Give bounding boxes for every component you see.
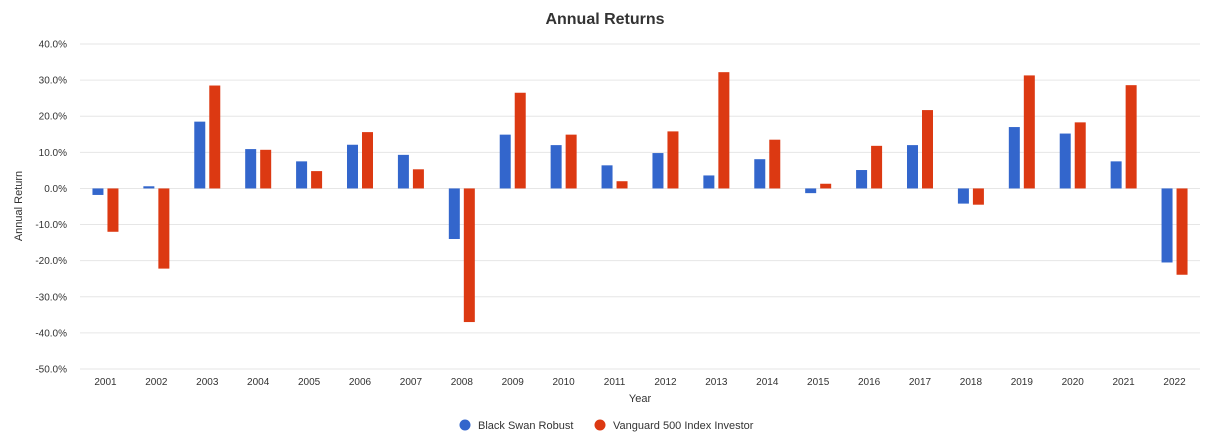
- y-tick-label: 0.0%: [44, 184, 67, 195]
- bar-black-swan-2022: [1161, 188, 1173, 263]
- bars: [92, 72, 1188, 323]
- bar-vanguard-2016: [871, 145, 883, 189]
- x-tick-label: 2007: [400, 377, 423, 388]
- bar-vanguard-2013: [718, 72, 730, 189]
- bar-vanguard-2007: [412, 169, 424, 189]
- bar-black-swan-2019: [1008, 127, 1020, 189]
- bar-vanguard-2012: [667, 131, 679, 189]
- y-tick-label: -40.0%: [35, 328, 67, 339]
- x-tick-label: 2021: [1113, 377, 1136, 388]
- x-tick-label: 2006: [349, 377, 372, 388]
- x-tick-label: 2008: [451, 377, 474, 388]
- x-axis-ticks: 2001 2002 2003 2004 2005 2006 2007 2008 2009 2010…: [94, 377, 1186, 388]
- y-tick-label: -20.0%: [35, 256, 67, 267]
- x-tick-label: 2004: [247, 377, 270, 388]
- x-tick-label: 2001: [94, 377, 117, 388]
- bar-vanguard-2003: [209, 85, 221, 189]
- x-tick-label: 2005: [298, 377, 321, 388]
- bar-black-swan-2014: [754, 159, 766, 189]
- bar-vanguard-2008: [463, 188, 475, 323]
- y-tick-label: -30.0%: [35, 292, 67, 303]
- bar-vanguard-2019: [1023, 75, 1035, 189]
- x-tick-label: 2017: [909, 377, 932, 388]
- bar-vanguard-2009: [514, 92, 526, 189]
- bar-black-swan-2010: [550, 145, 562, 189]
- y-axis-ticks: 40.0% 30.0% 20.0% 10.0% 0.0% -10.0% -20.0% -30.…: [35, 40, 67, 376]
- x-axis-title: Year: [629, 393, 652, 405]
- bar-black-swan-2003: [194, 121, 206, 189]
- bar-vanguard-2006: [362, 132, 373, 189]
- x-tick-label: 2003: [196, 377, 219, 388]
- bar-black-swan-2004: [245, 149, 257, 189]
- y-tick-label: 40.0%: [39, 40, 67, 51]
- bar-black-swan-2012: [652, 153, 664, 189]
- bar-black-swan-2005: [296, 161, 308, 189]
- bar-vanguard-2011: [616, 181, 628, 189]
- legend-label: Black Swan Robust: [478, 420, 573, 432]
- bar-vanguard-2005: [311, 171, 323, 189]
- bar-black-swan-2015: [805, 188, 817, 194]
- bar-vanguard-2020: [1074, 122, 1086, 189]
- x-tick-label: 2002: [145, 377, 168, 388]
- x-tick-label: 2022: [1163, 377, 1186, 388]
- x-tick-label: 2018: [960, 377, 983, 388]
- bar-vanguard-2014: [769, 139, 781, 189]
- bar-vanguard-2022: [1176, 188, 1188, 275]
- bar-black-swan-2007: [397, 154, 409, 189]
- bar-vanguard-2001: [107, 188, 119, 232]
- x-tick-label: 2009: [502, 377, 525, 388]
- legend: Black Swan Robust Vanguard 500 Index Inve…: [459, 419, 754, 432]
- legend-label: Vanguard 500 Index Investor: [613, 420, 754, 432]
- chart-title: Annual Returns: [545, 11, 664, 28]
- y-axis-title: Annual Return: [13, 171, 25, 241]
- x-tick-label: 2012: [654, 377, 677, 388]
- bar-vanguard-2002: [158, 188, 170, 269]
- bar-vanguard-2017: [922, 110, 933, 189]
- bar-black-swan-2013: [703, 175, 715, 189]
- x-tick-label: 2016: [858, 377, 881, 388]
- legend-marker: [459, 419, 471, 431]
- bar-black-swan-2006: [347, 144, 358, 189]
- bar-vanguard-2015: [820, 183, 832, 189]
- bar-black-swan-2009: [499, 134, 511, 189]
- x-tick-label: 2010: [553, 377, 576, 388]
- bar-black-swan-2021: [1110, 161, 1122, 189]
- bar-black-swan-2017: [907, 145, 918, 189]
- x-tick-label: 2013: [705, 377, 728, 388]
- bar-vanguard-2021: [1125, 85, 1137, 189]
- bar-black-swan-2011: [601, 165, 613, 189]
- y-tick-label: -50.0%: [35, 365, 67, 376]
- legend-marker: [594, 419, 606, 431]
- bar-black-swan-2001: [92, 188, 104, 195]
- y-tick-label: -10.0%: [35, 220, 67, 231]
- bar-black-swan-2018: [957, 188, 969, 204]
- x-tick-label: 2015: [807, 377, 830, 388]
- x-tick-label: 2011: [604, 377, 626, 388]
- bar-black-swan-2002: [143, 186, 155, 189]
- bar-black-swan-2008: [448, 188, 460, 239]
- bar-vanguard-2018: [972, 188, 984, 205]
- y-tick-label: 30.0%: [39, 76, 67, 87]
- y-tick-label: 20.0%: [39, 112, 67, 123]
- bar-black-swan-2016: [856, 170, 868, 189]
- bar-vanguard-2010: [565, 134, 577, 189]
- x-tick-label: 2014: [756, 377, 779, 388]
- bar-vanguard-2004: [260, 149, 272, 189]
- x-tick-label: 2020: [1062, 377, 1085, 388]
- y-tick-label: 10.0%: [39, 148, 67, 159]
- bar-black-swan-2020: [1059, 133, 1071, 189]
- x-tick-label: 2019: [1011, 377, 1034, 388]
